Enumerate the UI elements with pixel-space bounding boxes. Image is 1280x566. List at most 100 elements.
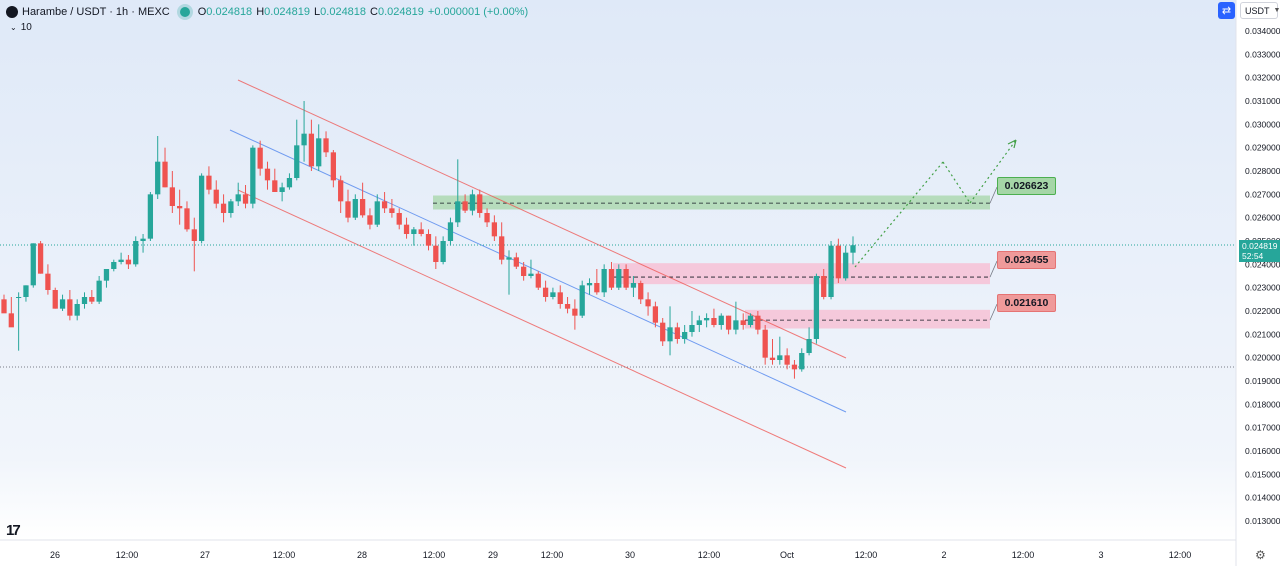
settings-gear-icon[interactable]: ⚙: [1255, 548, 1266, 562]
projection-arrow-head: [1007, 139, 1017, 149]
price-tick-label: 0.028000: [1245, 166, 1280, 176]
candle-body: [147, 194, 154, 239]
price-tick-label: 0.024000: [1245, 259, 1280, 269]
market-status-icon: [179, 7, 190, 17]
ohlc-open-value: 0.024818: [206, 6, 253, 18]
candles-group: [1, 101, 856, 379]
candle-body: [601, 269, 607, 293]
candle-body: [477, 194, 483, 213]
candle-body: [96, 280, 102, 302]
candle-body: [89, 297, 95, 302]
candle-body: [433, 245, 439, 262]
candle-body: [689, 325, 695, 332]
candle-body: [623, 269, 629, 288]
compare-toggle-button[interactable]: ⇄: [1218, 2, 1235, 19]
candle-body: [177, 206, 183, 209]
target-zone-callout-line: [989, 186, 998, 204]
candle-body: [469, 194, 476, 211]
time-axis: 26 12:00 27 12:00 28 12:00 29 12:00 30 12:00 Oct 12…: [50, 550, 1191, 560]
time-tick-label: 12:00: [541, 550, 564, 560]
symbol-logo-icon: [6, 6, 18, 18]
chevron-down-icon: ▼: [1273, 7, 1280, 14]
level-label-support[interactable]: 0.021610: [997, 294, 1056, 312]
candle-body: [374, 201, 380, 225]
candle-body: [564, 304, 571, 309]
price-tick-label: 0.015000: [1245, 469, 1280, 479]
candle-body: [30, 243, 36, 286]
candle-body: [769, 357, 776, 360]
candle-body: [220, 203, 227, 213]
candle-body: [703, 318, 710, 321]
candle-body: [381, 201, 388, 209]
candle-body: [608, 269, 615, 288]
candle-body: [791, 364, 798, 370]
chart-header: Harambe / USDT · 1h · MEXC O 0.024818 H …: [6, 4, 532, 20]
candle-body: [821, 276, 827, 297]
projection-path-2: [942, 161, 971, 204]
price-tick-label: 0.022000: [1245, 306, 1280, 316]
candle-body: [111, 262, 117, 269]
tradingview-logo[interactable]: 17: [6, 522, 21, 539]
candle-body: [777, 355, 783, 360]
candle-body: [169, 187, 175, 206]
candle-body: [843, 252, 849, 279]
resistance-zone-callout-line: [989, 260, 998, 278]
symbol-title[interactable]: Harambe / USDT · 1h · MEXC: [22, 6, 170, 18]
candle-body: [74, 304, 80, 316]
candle-body: [191, 229, 197, 241]
candle-body: [740, 320, 746, 325]
indicators-toggle[interactable]: ⌄ 10: [10, 22, 32, 33]
time-tick-label: 12:00: [1012, 550, 1035, 560]
channel-upper-line: [237, 79, 847, 359]
candle-body: [16, 297, 22, 298]
price-tick-label: 0.020000: [1245, 353, 1280, 363]
candle-body: [264, 168, 271, 181]
candle-body: [250, 147, 256, 204]
ohlc-change: +0.000001 (+0.00%): [427, 6, 529, 18]
time-tick-label: 12:00: [855, 550, 878, 560]
candle-body: [308, 133, 315, 167]
candle-body: [338, 180, 344, 202]
price-tick-label: 0.030000: [1245, 119, 1280, 129]
candle-body: [813, 276, 820, 339]
price-axis: 0.034000 0.033000 0.032000 0.031000 0.030000…: [1245, 26, 1280, 526]
candle-body: [513, 257, 519, 267]
zones-group: [433, 186, 998, 329]
level-label-resistance[interactable]: 0.023455: [997, 251, 1056, 269]
indicator-count: 10: [20, 22, 32, 33]
time-tick-label: 2: [941, 550, 946, 560]
price-tick-label: 0.018000: [1245, 399, 1280, 409]
price-tick-label: 0.033000: [1245, 49, 1280, 59]
candle-body: [345, 201, 351, 218]
time-tick-label: 28: [357, 550, 367, 560]
price-tick-label: 0.019000: [1245, 376, 1280, 386]
candle-body: [652, 306, 659, 323]
resistance-zone: [613, 263, 990, 285]
candle-body: [586, 283, 593, 286]
level-label-target[interactable]: 0.026623: [997, 177, 1056, 195]
ohlc-close-label: C: [370, 6, 378, 18]
candle-body: [638, 283, 644, 300]
candle-body: [242, 194, 249, 204]
time-tick-label: 26: [50, 550, 60, 560]
ohlc-high-label: H: [256, 6, 265, 18]
currency-select[interactable]: USDT ▼: [1240, 2, 1280, 19]
price-tick-label: 0.034000: [1245, 26, 1280, 36]
live-price-tag: 0.024819 52:54: [1239, 240, 1280, 262]
candle-body: [594, 283, 600, 293]
candle-body: [616, 269, 622, 288]
candle-body: [499, 236, 505, 260]
candle-body: [155, 161, 161, 195]
candle-body: [440, 241, 446, 262]
channel-lower-line: [237, 189, 847, 469]
candle-body: [279, 187, 285, 192]
candle-body: [301, 133, 307, 146]
level-label-text: 0.026623: [1004, 180, 1049, 192]
ohlc-open-label: O: [197, 6, 207, 18]
candle-body: [235, 194, 241, 202]
candle-body: [572, 308, 578, 316]
time-tick-label: 12:00: [1169, 550, 1192, 560]
candle-body: [316, 138, 322, 167]
candle-body: [828, 245, 834, 297]
